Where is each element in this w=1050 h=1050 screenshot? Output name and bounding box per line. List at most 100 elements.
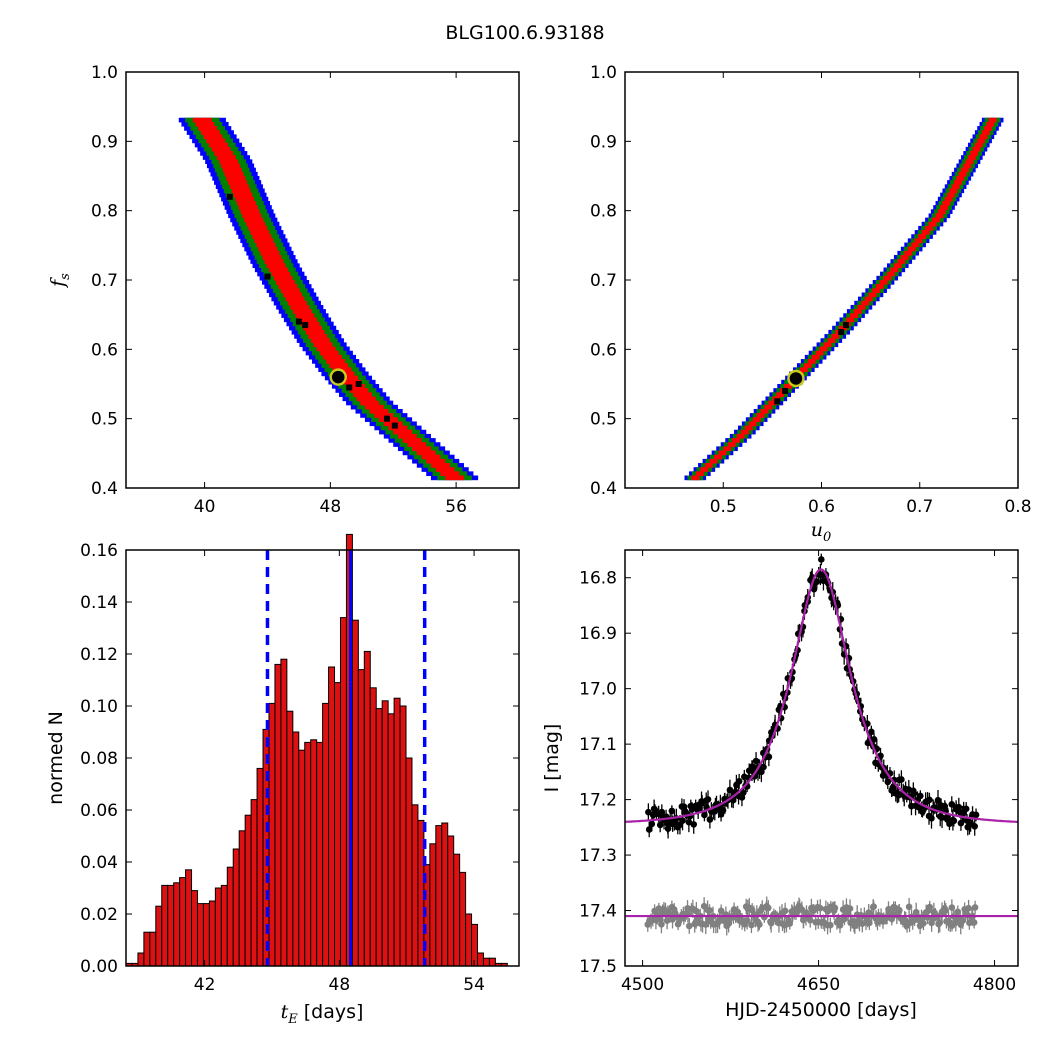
model-curve <box>625 568 1018 823</box>
residual-point <box>895 906 903 914</box>
hist-bar <box>304 741 312 967</box>
residual-point <box>888 915 896 923</box>
heatmap-cell-sigma1 <box>224 171 244 177</box>
heatmap-cell-sigma1 <box>803 363 812 368</box>
heatmap-cell-sigma1 <box>292 309 312 314</box>
residual-point <box>786 920 794 927</box>
heatmap-cell-sigma1 <box>839 325 847 331</box>
x-tick-label: 0.6 <box>808 497 835 517</box>
heatmap-cell-sigma1 <box>360 400 380 406</box>
residual-point <box>756 921 763 928</box>
heatmap-cell-sigma1 <box>295 313 315 318</box>
figure-title: BLG100.6.93188 <box>445 22 605 44</box>
heatmap-cell-sigma1 <box>211 146 231 152</box>
x-axis-label-tE: tE [days] <box>281 1001 364 1027</box>
sample-point <box>838 329 845 335</box>
heatmap-cell-sigma1 <box>937 209 946 214</box>
y-tick-label: 0.6 <box>590 340 617 360</box>
sample-point <box>383 415 390 422</box>
panel-0-axes <box>125 71 520 489</box>
heatmap-cell-sigma1 <box>928 221 937 227</box>
hist-bar <box>286 710 294 967</box>
heatmap-cell-sigma1 <box>369 408 389 414</box>
heatmap-cell-sigma1 <box>709 458 718 464</box>
heatmap-cell-sigma1 <box>970 151 979 156</box>
y-tick-label: 0.5 <box>91 410 118 430</box>
hist-bar <box>363 650 371 967</box>
sample-point <box>346 384 353 391</box>
sample-point <box>226 193 233 200</box>
heatmap-cell-sigma1 <box>221 163 240 169</box>
hist-bar <box>441 822 449 967</box>
residual-point <box>706 906 713 914</box>
data-point <box>706 816 714 823</box>
heatmap-cell-sigma1 <box>407 442 427 447</box>
heatmap-cell-sigma1 <box>900 255 909 260</box>
data-point <box>765 753 773 761</box>
residual-point <box>663 917 671 924</box>
heatmap-cell-sigma1 <box>326 359 346 364</box>
x-tick-label: 42 <box>194 975 216 995</box>
best-fit-marker-center <box>792 375 799 382</box>
heatmap-cell-sigma1 <box>953 180 962 185</box>
y-tick-label: 0.16 <box>80 541 118 561</box>
hist-bar <box>328 666 336 967</box>
residual-point <box>905 903 913 911</box>
heatmap-cell-sigma1 <box>397 433 417 439</box>
hist-bar <box>220 884 228 967</box>
data-point <box>818 556 825 563</box>
heatmap-cell-sigma1 <box>904 250 913 256</box>
data-point <box>917 792 924 800</box>
residual-point <box>920 920 927 927</box>
heatmap-cell-sigma1 <box>435 467 455 472</box>
y-tick-label: 0.4 <box>590 479 617 499</box>
hist-bar <box>482 957 490 967</box>
heatmap-cell-sigma1 <box>240 209 260 214</box>
heatmap-cell-sigma1 <box>222 167 242 173</box>
heatmap-cell-sigma1 <box>244 217 264 223</box>
heatmap-cell-sigma1 <box>298 317 317 323</box>
heatmap-cell-sigma1 <box>214 151 234 156</box>
heatmap-cell-sigma1 <box>342 379 362 385</box>
heatmap-cell-sigma1 <box>254 238 274 244</box>
heatmap-cell-sigma1 <box>736 433 745 439</box>
heatmap-cell-sigma1 <box>329 363 349 368</box>
heatmap-cell-sigma1 <box>264 259 284 264</box>
heatmap-cell-sigma1 <box>967 155 976 160</box>
x-axis-label-HJD: HJD-2450000 [days] <box>725 999 917 1021</box>
heatmap-cell-sigma1 <box>907 246 916 252</box>
hist-bar <box>471 923 479 967</box>
hist-bar <box>226 866 234 967</box>
heatmap-cell-sigma1 <box>269 267 288 273</box>
heatmap-cell-sigma1 <box>764 404 773 410</box>
heatmap-cell-sigma1 <box>346 384 365 389</box>
heatmap-cell-sigma1 <box>290 304 310 310</box>
panel-1-axes <box>624 71 1019 489</box>
hist-bar <box>399 705 407 967</box>
y-tick-label: 0.5 <box>590 410 617 430</box>
data-point <box>972 811 980 819</box>
y-tick-label: 0.4 <box>91 479 118 499</box>
y-tick-label: 0.9 <box>91 132 118 152</box>
hist-bar <box>155 905 163 967</box>
heatmap-cell-sigma1 <box>947 192 955 198</box>
x-tick-label: 54 <box>463 975 485 995</box>
y-tick-label: 17.1 <box>579 735 617 755</box>
heatmap-cell-sigma1 <box>233 192 253 198</box>
heatmap-cell-sigma1 <box>748 421 757 427</box>
heatmap-cell-sigma1 <box>256 242 276 248</box>
heatmap-cell-sigma1 <box>353 392 373 397</box>
x-tick-label: 4650 <box>797 975 840 995</box>
heatmap-cell-sigma1 <box>960 167 969 173</box>
data-point <box>898 776 905 783</box>
heatmap-cell-sigma1 <box>235 196 255 202</box>
residual-point <box>806 916 814 924</box>
hist-bar <box>256 767 264 967</box>
heatmap-cell-sigma1 <box>430 463 450 468</box>
heatmap-cell-sigma1 <box>921 230 930 235</box>
heatmap-cell-sigma1 <box>756 413 765 418</box>
heatmap-cell-sigma1 <box>897 259 906 264</box>
heatmap-cell-sigma1 <box>200 130 220 135</box>
hist-bar <box>298 749 306 967</box>
hist-bar <box>238 830 246 967</box>
